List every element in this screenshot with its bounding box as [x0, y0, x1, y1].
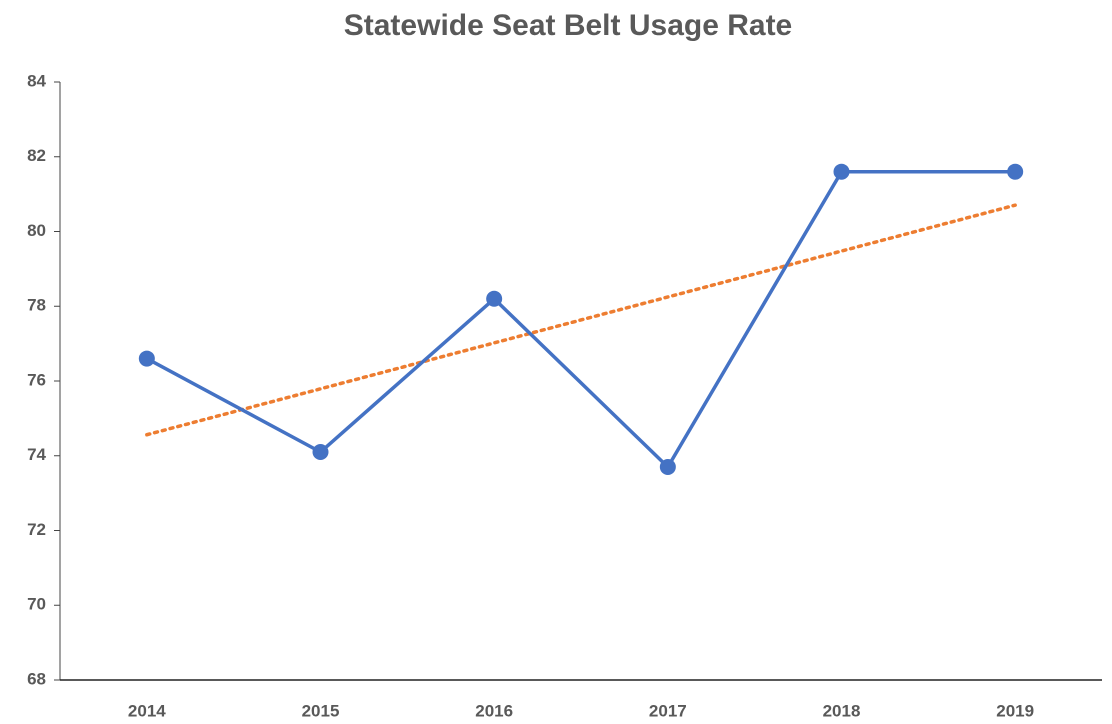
y-tick-label: 68 — [27, 669, 46, 688]
y-tick-label: 70 — [27, 595, 46, 614]
data-point — [659, 458, 676, 475]
trendline — [145, 203, 1017, 437]
data-point — [833, 163, 850, 180]
chart-title: Statewide Seat Belt Usage Rate — [344, 9, 793, 42]
data-point — [1007, 163, 1024, 180]
x-tick-label: 2017 — [649, 701, 687, 720]
x-tick-label: 2015 — [302, 701, 340, 720]
x-tick-label: 2014 — [128, 701, 166, 720]
data-point — [486, 290, 503, 307]
x-tick-label: 2018 — [823, 701, 861, 720]
y-tick-label: 76 — [27, 370, 46, 389]
y-tick-label: 78 — [27, 296, 46, 315]
y-tick-label: 80 — [27, 221, 46, 240]
x-tick-label: 2016 — [475, 701, 513, 720]
y-tick-label: 72 — [27, 520, 46, 539]
x-tick-label: 2019 — [996, 701, 1034, 720]
data-point — [312, 444, 329, 461]
data-point — [138, 350, 155, 367]
y-tick-label: 84 — [27, 71, 46, 90]
y-tick-label: 74 — [27, 445, 46, 464]
y-tick-label: 82 — [27, 146, 46, 165]
line-series — [146, 169, 1016, 469]
